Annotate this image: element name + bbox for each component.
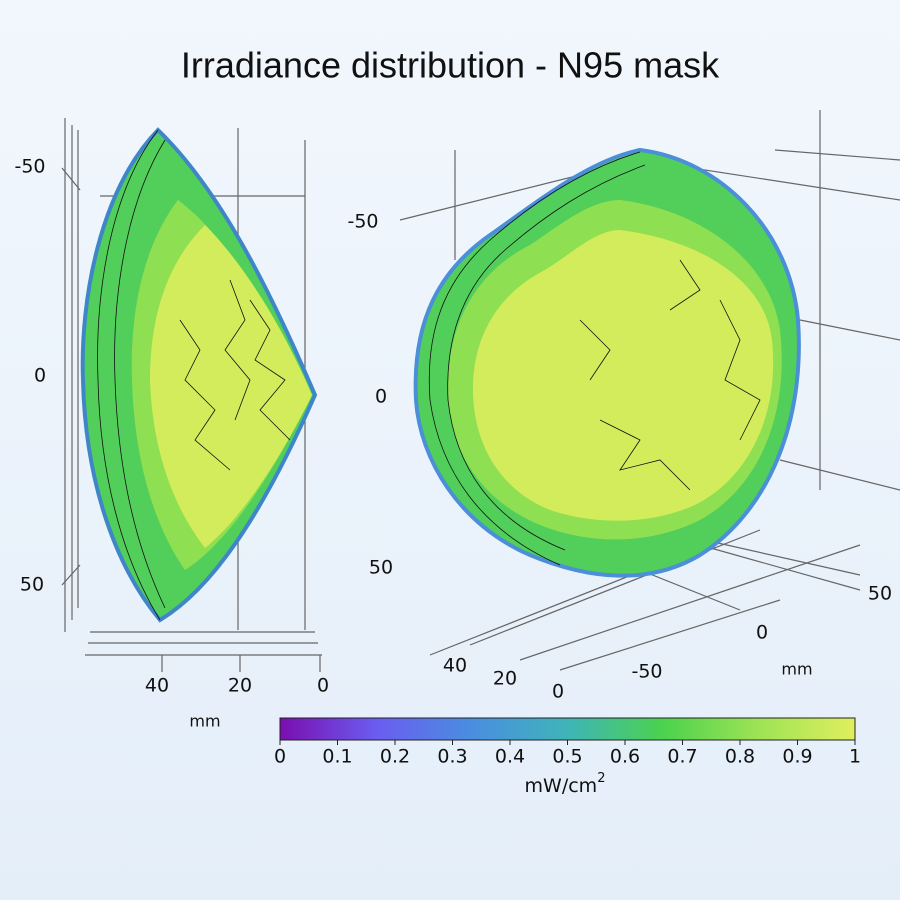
axis-tick-label: 0	[375, 386, 387, 408]
axis-tick-label: 0	[317, 675, 329, 697]
axis-tick-label: -50	[347, 211, 378, 233]
colorbar-tick-label: 0.7	[667, 746, 697, 768]
colorbar-label: mW/cm2	[525, 771, 606, 797]
title: Irradiance distribution - N95 mask	[181, 45, 720, 86]
axis-tick-label: 0	[552, 681, 564, 703]
axis-tick-label: -50	[14, 156, 45, 178]
axis-label: mm	[189, 712, 220, 731]
colorbar-unit: mW/cm	[525, 775, 598, 797]
colorbar-tick-label: 0.8	[725, 746, 755, 768]
left-mask-surface	[80, 127, 318, 623]
axis-tick-label: 50	[369, 557, 393, 579]
colorbar-tick-label: 1	[849, 746, 861, 768]
axis-label: mm	[781, 660, 812, 679]
axis-tick-label: 40	[145, 675, 169, 697]
axis-tick-label: 20	[493, 668, 517, 690]
axis-tick-label: 50	[20, 574, 44, 596]
right-mask-surface	[413, 147, 801, 578]
colorbar	[279, 717, 856, 741]
axis-tick-label: 0	[756, 622, 768, 644]
axis-tick-label: 20	[228, 675, 252, 697]
axis-tick-label: 0	[34, 365, 46, 387]
colorbar-tick-label: 0.3	[437, 746, 467, 768]
left-axes-frame	[61, 118, 322, 672]
colorbar-tick-label: 0.5	[552, 746, 582, 768]
colorbar-tick-label: 0	[274, 746, 286, 768]
axis-tick-label: 40	[443, 655, 467, 677]
colorbar-tick-label: 0.6	[610, 746, 640, 768]
colorbar-tick-label: 0.2	[380, 746, 410, 768]
colorbar-unit-sup: 2	[597, 771, 605, 786]
axis-tick-label: -50	[631, 661, 662, 683]
colorbar-tick-label: 0.4	[495, 746, 525, 768]
colorbar-tick-label: 0.9	[782, 746, 812, 768]
axis-tick-label: 50	[868, 583, 892, 605]
colorbar-tick-label: 0.1	[322, 746, 352, 768]
